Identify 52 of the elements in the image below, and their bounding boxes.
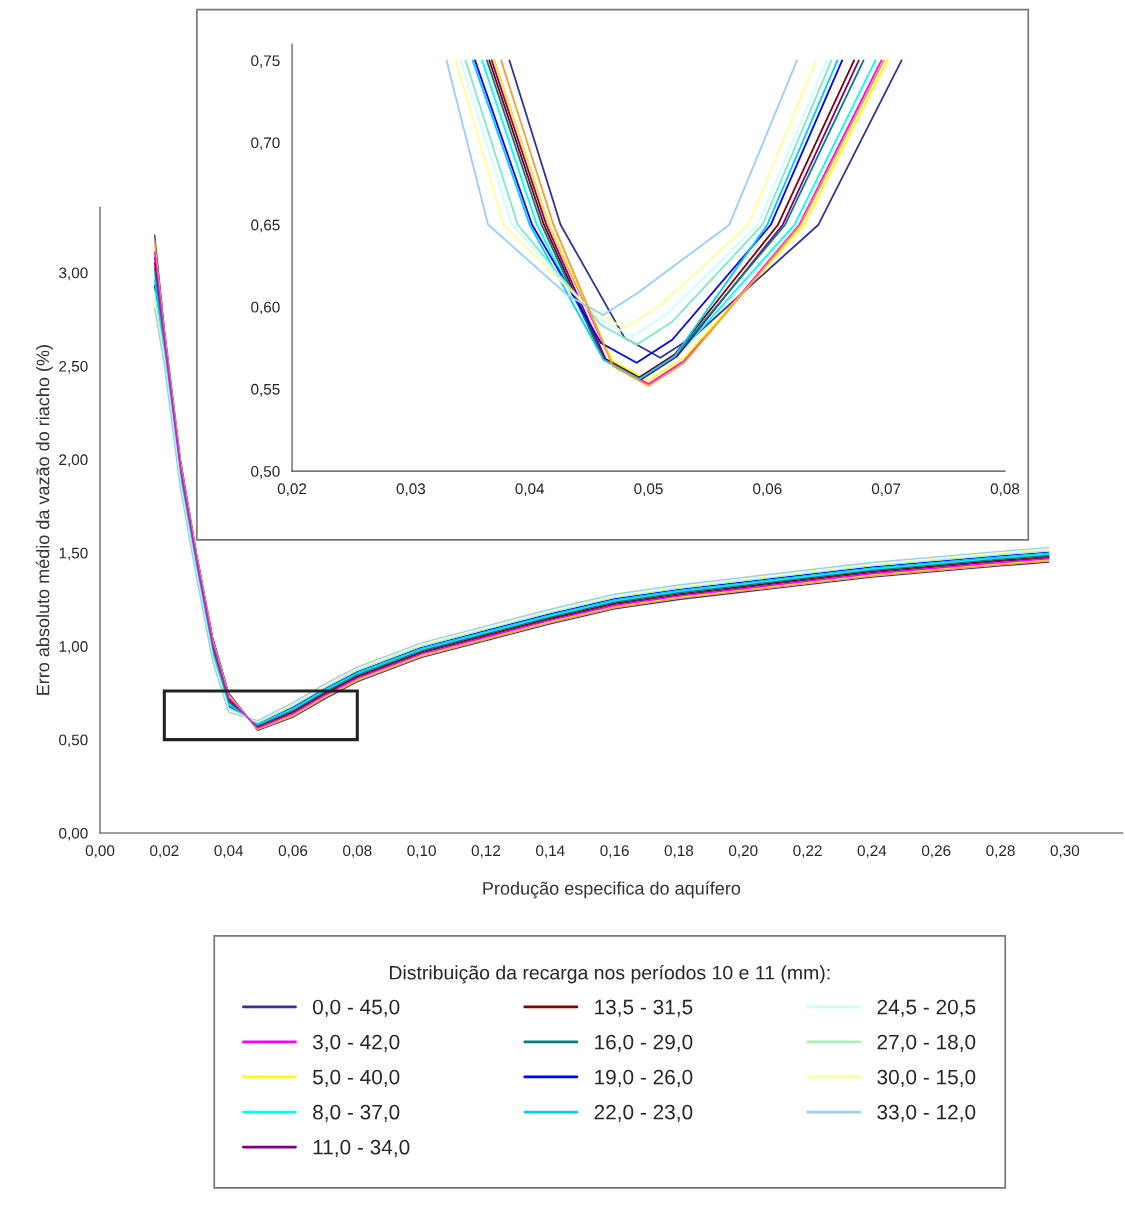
x-tick-label: 0,30 bbox=[1050, 845, 1080, 858]
y-tick-label: 0,50 bbox=[251, 466, 280, 479]
legend-label: 19,0 - 26,0 bbox=[595, 1069, 693, 1087]
x-tick-label: 0,20 bbox=[728, 845, 758, 858]
x-tick-label: 0,02 bbox=[150, 845, 179, 858]
x-tick-label: 0,08 bbox=[990, 483, 1020, 496]
legend-label: 13,5 - 31,5 bbox=[595, 999, 693, 1017]
y-tick-label: 0,60 bbox=[251, 301, 280, 315]
x-tick-label: 0,10 bbox=[407, 845, 436, 858]
y-tick-label: 1,00 bbox=[59, 641, 88, 654]
x-tick-label: 0,02 bbox=[277, 483, 307, 496]
x-tick-label: 0,24 bbox=[857, 845, 887, 858]
x-tick-label: 0,04 bbox=[515, 483, 545, 496]
legend-label: 11,0 - 34,0 bbox=[313, 1139, 410, 1158]
legend-label: 8,0 - 37,0 bbox=[313, 1104, 400, 1122]
y-tick-label: 0,75 bbox=[251, 55, 280, 68]
y-tick-label: 1,50 bbox=[59, 547, 88, 561]
x-tick-label: 0,03 bbox=[396, 483, 426, 496]
legend-label: 27,0 - 18,0 bbox=[877, 1034, 976, 1052]
y-tick-label: 0,65 bbox=[251, 219, 280, 233]
legend-label: 3,0 - 42,0 bbox=[312, 1034, 400, 1052]
x-tick-label: 0,18 bbox=[664, 845, 694, 858]
legend-label: 16,0 - 29,0 bbox=[595, 1034, 693, 1052]
x-axis-title: Produção especifica do aquífero bbox=[483, 881, 741, 899]
x-tick-label: 0,07 bbox=[871, 483, 901, 496]
legend-label: 33,0 - 12,0 bbox=[877, 1104, 976, 1122]
y-tick-label: 2,50 bbox=[59, 360, 88, 374]
x-tick-label: 0,16 bbox=[600, 845, 629, 858]
y-tick-label: 0,70 bbox=[251, 137, 280, 151]
y-axis-title: Erro absoluto médio da vazão do riacho (%) bbox=[35, 345, 53, 695]
y-tick-label: 2,00 bbox=[59, 454, 88, 467]
y-tick-label: 0,55 bbox=[251, 383, 280, 397]
x-tick-label: 0,28 bbox=[986, 845, 1015, 858]
legend-label: 30,0 - 15,0 bbox=[877, 1069, 976, 1087]
legend-title: Distribuição da recarga nos períodos 10 e 11 (mm): bbox=[389, 965, 830, 984]
legend-label: 5,0 - 40,0 bbox=[312, 1069, 400, 1087]
x-tick-label: 0,00 bbox=[85, 845, 115, 858]
x-tick-label: 0,22 bbox=[793, 845, 822, 858]
x-tick-label: 0,08 bbox=[343, 845, 372, 858]
y-tick-label: 0,00 bbox=[59, 827, 88, 841]
x-tick-label: 0,06 bbox=[753, 483, 782, 496]
x-tick-label: 0,05 bbox=[634, 483, 663, 496]
legend-label: 0,0 - 45,0 bbox=[312, 999, 400, 1017]
legend-label: 24,5 - 20,5 bbox=[877, 999, 976, 1017]
x-tick-label: 0,12 bbox=[471, 845, 501, 858]
x-tick-label: 0,26 bbox=[921, 845, 951, 858]
y-tick-label: 3,00 bbox=[59, 267, 88, 281]
x-tick-label: 0,06 bbox=[278, 845, 308, 858]
legend-label: 22,0 - 23,0 bbox=[594, 1104, 693, 1122]
y-tick-label: 0,50 bbox=[59, 734, 88, 748]
x-tick-label: 0,04 bbox=[214, 845, 244, 858]
x-tick-label: 0,14 bbox=[536, 845, 565, 858]
